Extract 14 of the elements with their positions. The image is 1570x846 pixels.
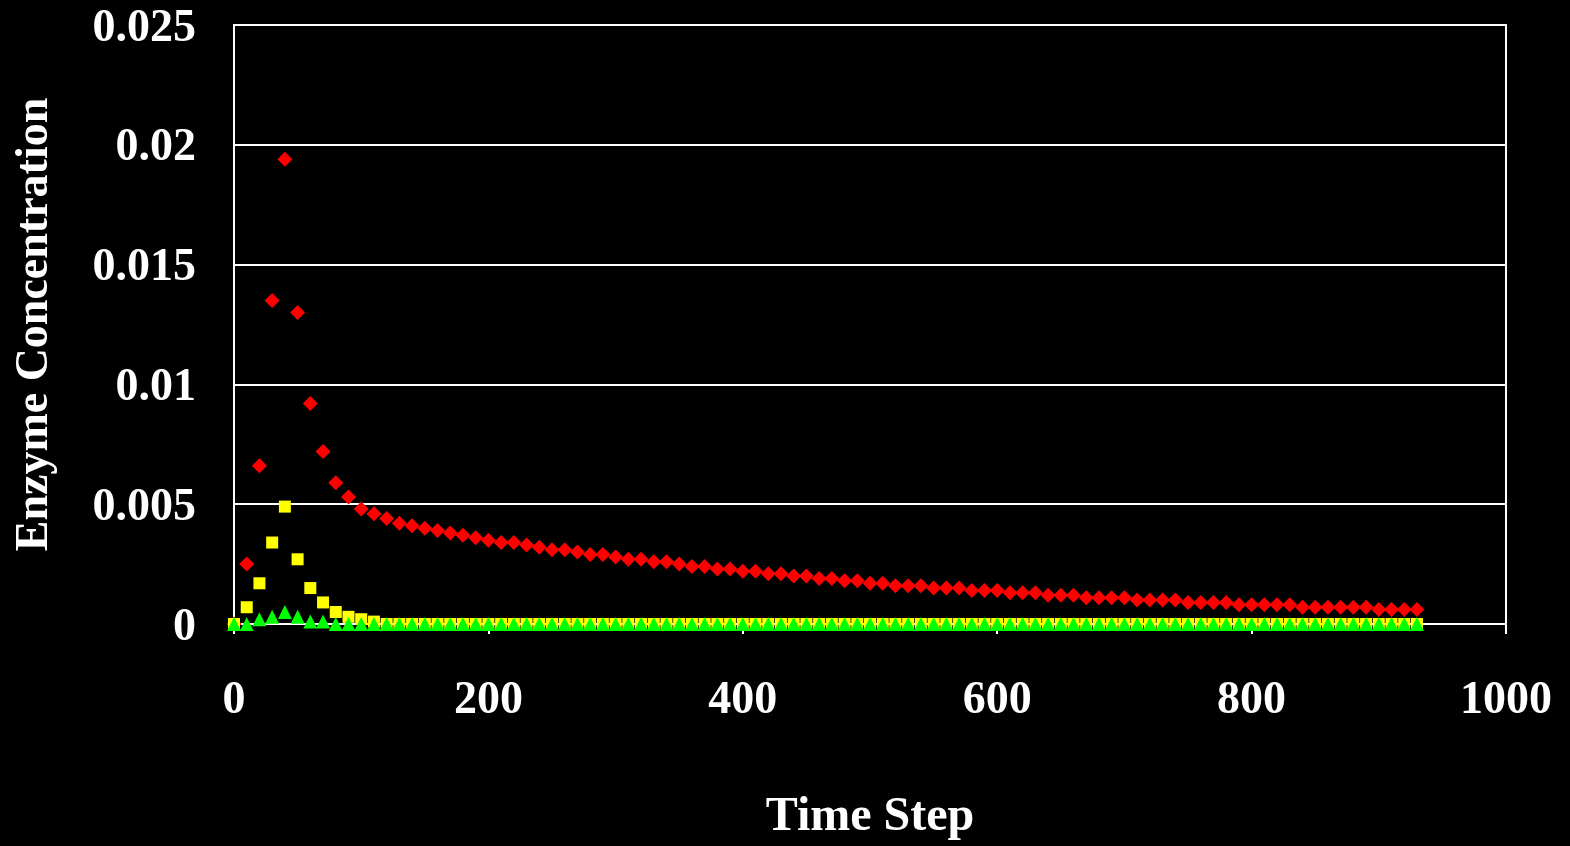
y-tick-label: 0.025: [92, 0, 196, 51]
x-tick-label: 800: [1217, 671, 1287, 723]
x-tick-label: 200: [453, 671, 523, 723]
x-tick-label: 400: [708, 671, 778, 723]
y-tick-label: 0.02: [115, 119, 196, 171]
x-tick-label: 1000: [1460, 671, 1552, 723]
y-tick-label: 0.01: [115, 358, 196, 410]
y-tick-label: 0: [173, 598, 196, 650]
x-tick-label: 0: [222, 671, 246, 723]
x-tick-label: 600: [962, 671, 1032, 723]
x-axis-title: Time Step: [765, 786, 975, 840]
y-tick-label: 0.005: [92, 478, 196, 530]
y-tick-label: 0.015: [92, 239, 196, 291]
y-axis-title: Enzyme Concentration: [5, 97, 57, 552]
